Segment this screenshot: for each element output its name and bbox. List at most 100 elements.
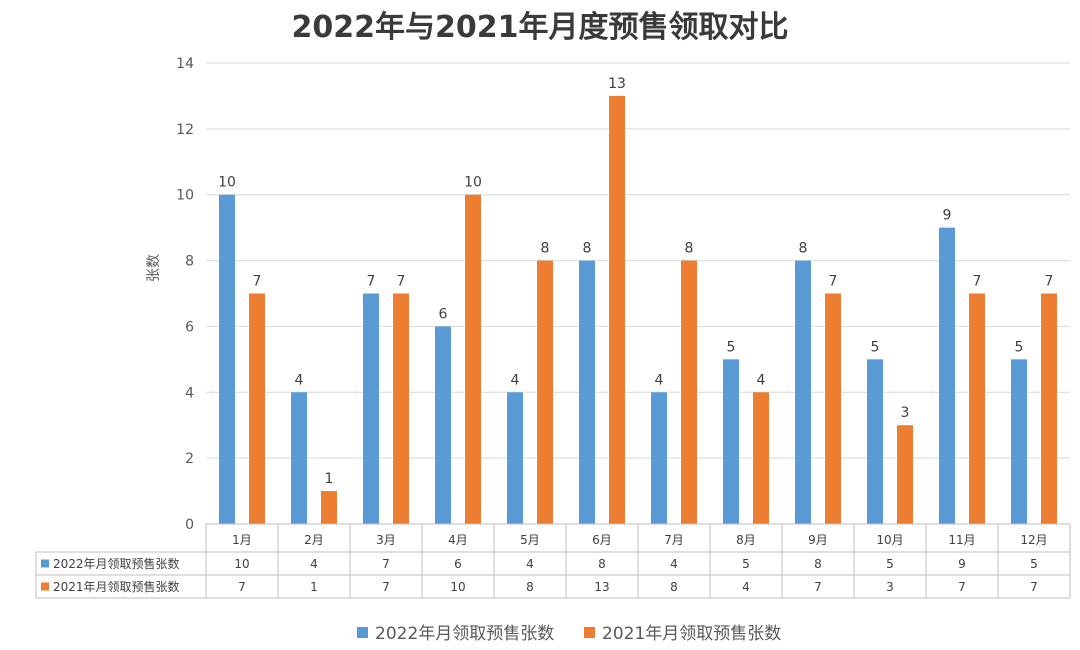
table-cell: 1 (310, 580, 318, 594)
bar-2022 (363, 293, 379, 524)
bar-2022 (795, 260, 811, 524)
y-tick-label: 6 (185, 319, 194, 335)
data-label: 8 (583, 241, 592, 257)
data-label: 5 (871, 339, 880, 355)
y-tick-label: 4 (185, 385, 194, 401)
gridlines (206, 62, 1070, 525)
data-label: 7 (367, 274, 376, 290)
legend-swatch-2021 (584, 627, 595, 638)
table-cell: 7 (382, 580, 390, 594)
data-label: 7 (829, 274, 838, 290)
bar-2022 (723, 359, 739, 524)
x-tick-label: 10月 (876, 533, 903, 547)
bar-2021 (321, 491, 337, 524)
table-legend-key (41, 559, 49, 568)
chart-title: 2022年与2021年月度预售领取对比 (292, 10, 789, 45)
y-tick-label: 12 (176, 122, 194, 138)
bar-2022 (867, 359, 883, 524)
y-tick-label: 0 (185, 517, 194, 533)
y-tick-label: 2 (185, 451, 194, 467)
x-tick-label: 6月 (592, 533, 612, 547)
table-cell: 8 (814, 557, 822, 571)
table-cell: 13 (594, 580, 609, 594)
bar-2022 (435, 326, 451, 524)
data-labels: 10 4 7 6 4 8 4 5 8 5 9 5 7 1 7 10 8 13 8 4 7 3 7 7 (218, 76, 1053, 487)
table-cell: 4 (742, 580, 750, 594)
y-axis-ticks: 0 2 4 6 8 10 12 14 (176, 56, 194, 533)
x-tick-label: 11月 (948, 533, 975, 547)
data-label: 7 (253, 274, 262, 290)
data-label: 8 (685, 241, 694, 257)
table-cell: 7 (382, 557, 390, 571)
data-label: 5 (727, 339, 736, 355)
bar-2022 (579, 260, 595, 524)
bar-2021 (681, 260, 697, 524)
y-axis-label: 张数 (146, 254, 162, 282)
bar-2021 (393, 293, 409, 524)
x-tick-label: 2月 (304, 533, 324, 547)
bar-2021 (897, 425, 913, 524)
bar-2021 (537, 260, 553, 524)
table-cell: 6 (454, 557, 462, 571)
bar-2021 (969, 293, 985, 524)
y-tick-label: 10 (176, 188, 194, 204)
data-label: 10 (218, 175, 236, 191)
y-tick-label: 8 (185, 254, 194, 270)
x-tick-label: 3月 (376, 533, 396, 547)
table-cell: 10 (234, 557, 249, 571)
data-label: 7 (1045, 274, 1054, 290)
y-tick-label: 14 (176, 56, 194, 72)
table-cell: 7 (238, 580, 246, 594)
table-cell: 7 (814, 580, 822, 594)
table-cell: 7 (1030, 580, 1038, 594)
legend: 2022年月领取预售张数 2021年月领取预售张数 (357, 624, 781, 644)
data-table: 1月 2月 3月 4月 5月 6月 7月 8月 9月 10月 11月 12月 2022年月领取预售张数 1… (35, 523, 1071, 599)
table-legend-key (41, 582, 49, 591)
data-label: 7 (973, 274, 982, 290)
table-row-name: 2022年月领取预售张数 (53, 556, 180, 571)
bar-2021 (609, 95, 625, 524)
data-label: 1 (325, 471, 334, 487)
data-label: 13 (608, 76, 626, 92)
table-cell: 7 (958, 580, 966, 594)
table-cell: 4 (310, 557, 318, 571)
table-cell: 10 (450, 580, 465, 594)
bar-2022 (219, 194, 235, 524)
bar-2022 (939, 227, 955, 524)
bar-2022 (507, 392, 523, 524)
bars (219, 95, 1057, 524)
bar-2021 (465, 194, 481, 524)
data-label: 4 (295, 372, 304, 388)
table-cell: 5 (742, 557, 750, 571)
table-cell: 4 (670, 557, 678, 571)
table-row-name: 2021年月领取预售张数 (53, 579, 180, 594)
bar-2022 (1011, 359, 1027, 524)
table-cell: 8 (670, 580, 678, 594)
data-label: 5 (1015, 339, 1024, 355)
data-label: 4 (511, 372, 520, 388)
table-cell: 9 (958, 557, 966, 571)
data-label: 4 (757, 372, 766, 388)
x-tick-label: 12月 (1020, 533, 1047, 547)
data-label: 9 (943, 208, 952, 224)
legend-label: 2021年月领取预售张数 (602, 624, 781, 644)
data-label: 6 (439, 306, 448, 322)
x-tick-label: 7月 (664, 533, 684, 547)
bar-2022 (291, 392, 307, 524)
data-label: 7 (397, 274, 406, 290)
x-tick-label: 8月 (736, 533, 756, 547)
legend-label: 2022年月领取预售张数 (375, 624, 554, 644)
table-cell: 8 (598, 557, 606, 571)
table-cell: 5 (886, 557, 894, 571)
x-tick-label: 4月 (448, 533, 468, 547)
data-label: 10 (464, 175, 482, 191)
data-label: 8 (799, 241, 808, 257)
data-label: 3 (901, 405, 910, 421)
bar-2021 (1041, 293, 1057, 524)
table-cell: 5 (1030, 557, 1038, 571)
bar-2021 (825, 293, 841, 524)
table-cell: 3 (886, 580, 894, 594)
x-tick-label: 5月 (520, 533, 540, 547)
